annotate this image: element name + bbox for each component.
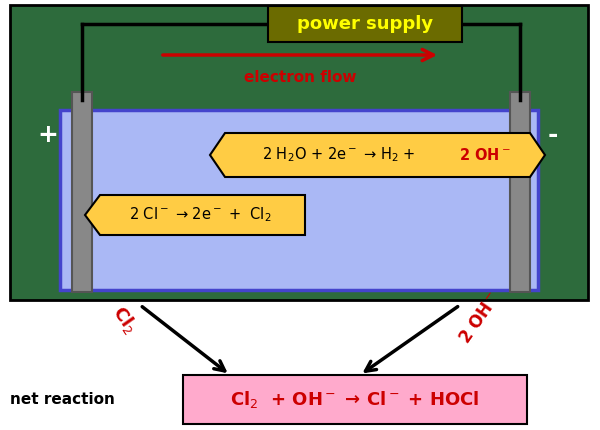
Text: electron flow: electron flow: [244, 70, 356, 85]
FancyBboxPatch shape: [183, 375, 527, 424]
Bar: [510, 92, 530, 292]
Text: -: -: [548, 123, 558, 147]
Text: power supply: power supply: [297, 15, 433, 33]
Polygon shape: [85, 195, 305, 235]
Text: 2 H$_2$O + 2e$^-$ → H$_2$ +: 2 H$_2$O + 2e$^-$ → H$_2$ +: [262, 146, 418, 164]
Text: Cl$_2$  + OH$^-$ → Cl$^-$ + HOCl: Cl$_2$ + OH$^-$ → Cl$^-$ + HOCl: [230, 389, 480, 410]
Bar: [10, 5, 588, 300]
Polygon shape: [210, 133, 545, 177]
Text: 2 Cl$^-$ → 2e$^-$ +  Cl$_2$: 2 Cl$^-$ → 2e$^-$ + Cl$_2$: [129, 206, 271, 224]
Text: 2 OH$^-$: 2 OH$^-$: [456, 289, 504, 347]
Bar: [60, 110, 538, 290]
Text: +: +: [38, 123, 58, 147]
FancyBboxPatch shape: [268, 6, 462, 42]
Text: Cl$_2$: Cl$_2$: [108, 302, 142, 338]
Text: net reaction: net reaction: [10, 392, 115, 407]
Text: 2 OH$^-$: 2 OH$^-$: [459, 147, 511, 163]
Bar: [72, 92, 92, 292]
